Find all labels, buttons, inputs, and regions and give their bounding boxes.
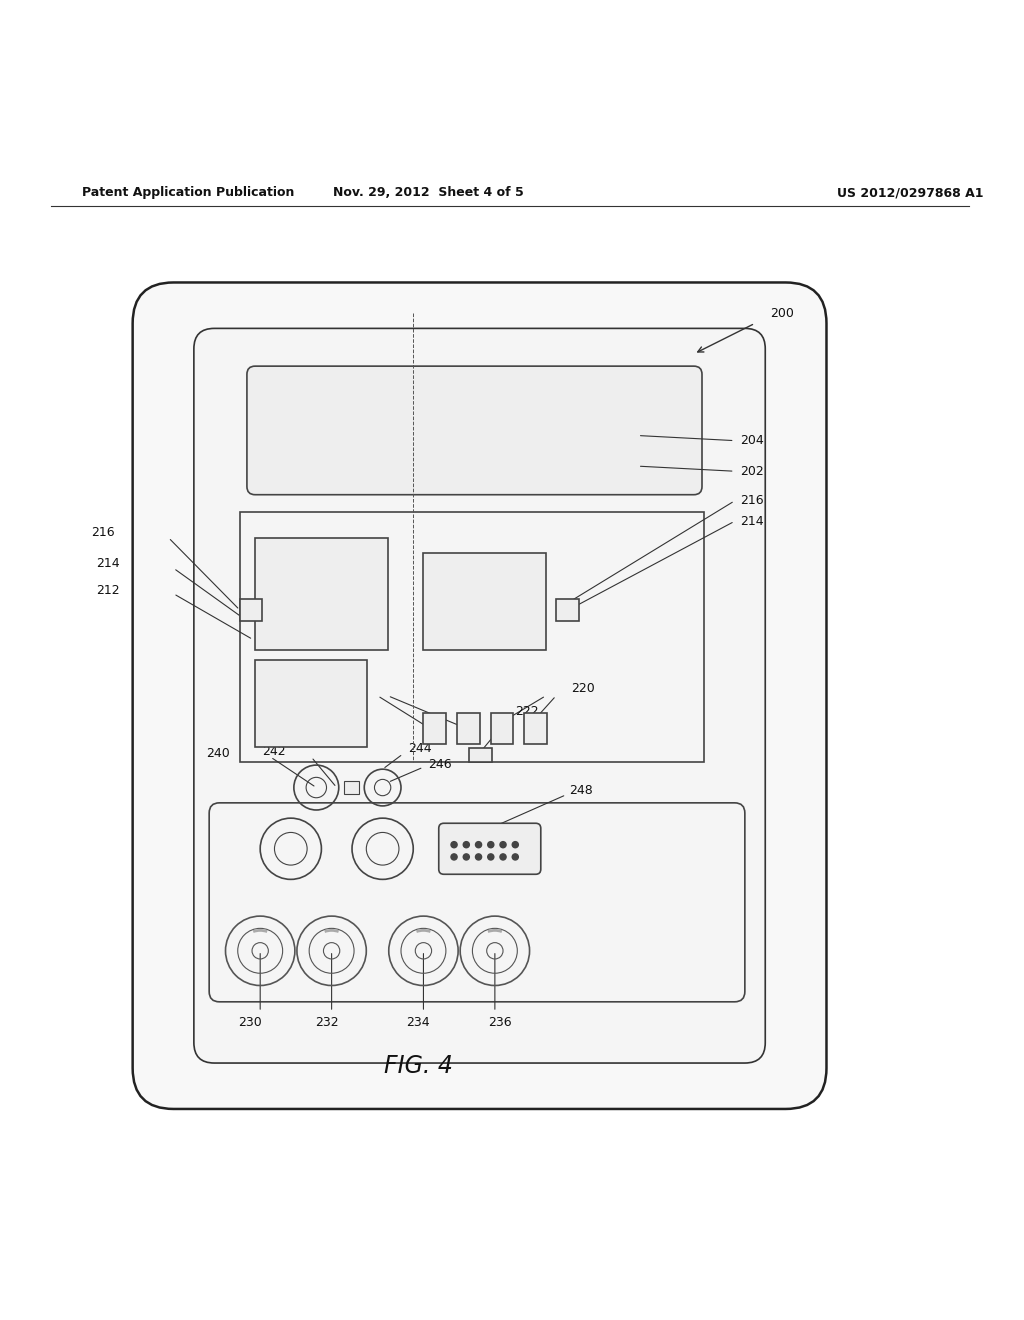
Text: 244: 244 [409,742,432,755]
FancyBboxPatch shape [247,366,702,495]
FancyBboxPatch shape [240,599,262,622]
Text: 246: 246 [429,758,453,771]
Text: FIG. 4: FIG. 4 [384,1055,453,1078]
Circle shape [463,854,469,861]
Text: 240: 240 [206,747,229,760]
Circle shape [500,842,506,847]
FancyBboxPatch shape [424,553,546,649]
FancyBboxPatch shape [457,713,479,743]
Circle shape [463,842,469,847]
Circle shape [487,854,494,861]
Text: 220: 220 [571,682,595,696]
Text: Patent Application Publication: Patent Application Publication [82,186,294,199]
Text: 202: 202 [739,465,764,478]
Text: 200: 200 [770,306,795,319]
Circle shape [500,854,506,861]
Text: 216: 216 [91,525,115,539]
FancyBboxPatch shape [556,599,579,622]
FancyBboxPatch shape [524,713,547,743]
FancyBboxPatch shape [438,824,541,874]
FancyBboxPatch shape [344,781,359,793]
Text: 242: 242 [262,746,286,758]
Text: 236: 236 [488,1015,512,1028]
Circle shape [475,854,481,861]
Circle shape [512,854,518,861]
FancyBboxPatch shape [469,747,492,762]
Text: 232: 232 [314,1015,338,1028]
FancyBboxPatch shape [133,282,826,1109]
Circle shape [475,842,481,847]
Text: 220: 220 [339,682,362,696]
Text: 248: 248 [569,784,593,797]
FancyBboxPatch shape [255,660,368,747]
Text: 222: 222 [515,705,539,718]
Text: 212: 212 [96,585,120,597]
Circle shape [512,842,518,847]
FancyBboxPatch shape [424,713,445,743]
Circle shape [487,842,494,847]
Text: 234: 234 [407,1015,430,1028]
Text: 216: 216 [739,494,763,507]
Circle shape [451,842,457,847]
FancyBboxPatch shape [255,537,388,649]
Text: 214: 214 [96,557,120,569]
FancyBboxPatch shape [490,713,513,743]
Text: Nov. 29, 2012  Sheet 4 of 5: Nov. 29, 2012 Sheet 4 of 5 [333,186,524,199]
Text: 214: 214 [739,515,763,528]
Text: 204: 204 [739,434,764,447]
Text: 230: 230 [239,1015,262,1028]
FancyBboxPatch shape [194,329,765,1063]
Text: US 2012/0297868 A1: US 2012/0297868 A1 [837,186,983,199]
Circle shape [451,854,457,861]
